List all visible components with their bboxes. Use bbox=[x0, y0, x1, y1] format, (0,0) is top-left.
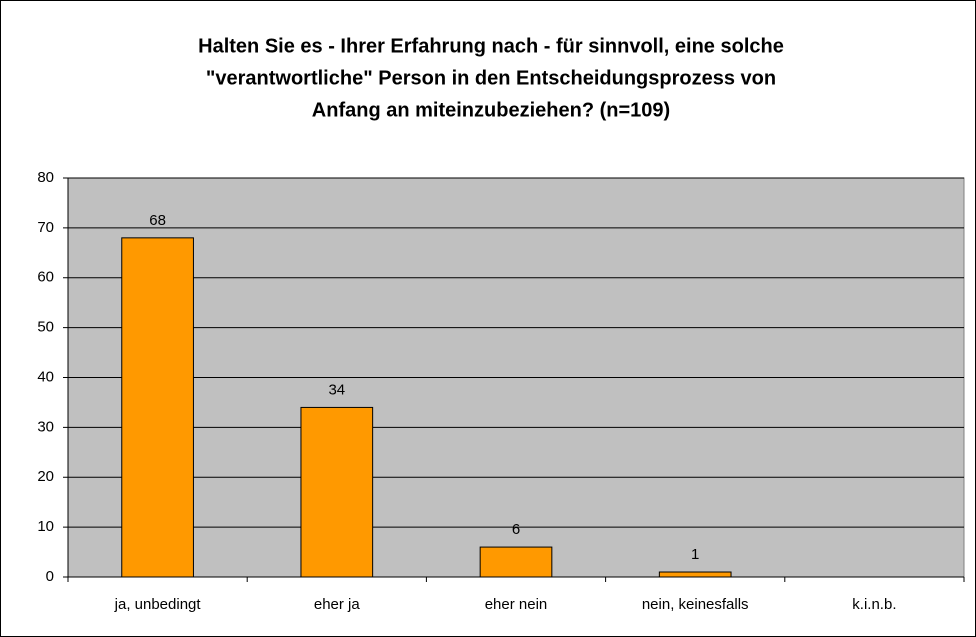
y-tick-label: 10 bbox=[37, 518, 54, 535]
y-tick-label: 60 bbox=[37, 269, 54, 286]
y-tick-label: 70 bbox=[37, 219, 54, 236]
chart-title: Anfang an miteinzubeziehen? (n=109) bbox=[312, 99, 670, 121]
y-tick-label: 50 bbox=[37, 319, 54, 336]
bar bbox=[658, 571, 732, 578]
data-label: 1 bbox=[691, 546, 699, 563]
y-tick-label: 30 bbox=[37, 418, 54, 435]
x-tick-label: nein, keinesfalls bbox=[642, 596, 749, 613]
x-tick-label: k.i.n.b. bbox=[852, 596, 896, 613]
y-tick-label: 40 bbox=[37, 368, 54, 385]
y-tick-label: 0 bbox=[46, 568, 54, 585]
bar bbox=[479, 546, 553, 578]
data-label: 6 bbox=[512, 521, 520, 538]
x-tick-label: eher nein bbox=[485, 596, 548, 613]
chart-title: "verantwortliche" Person in den Entschei… bbox=[206, 67, 776, 89]
bar bbox=[300, 406, 374, 578]
data-label: 68 bbox=[149, 212, 166, 229]
y-tick-label: 20 bbox=[37, 468, 54, 485]
data-label: 34 bbox=[328, 381, 345, 398]
y-tick-label: 80 bbox=[37, 169, 54, 186]
x-tick-label: eher ja bbox=[314, 596, 361, 613]
chart-title: Halten Sie es - Ihrer Erfahrung nach - f… bbox=[198, 35, 784, 57]
x-tick-label: ja, unbedingt bbox=[114, 596, 202, 613]
bar bbox=[121, 237, 194, 578]
